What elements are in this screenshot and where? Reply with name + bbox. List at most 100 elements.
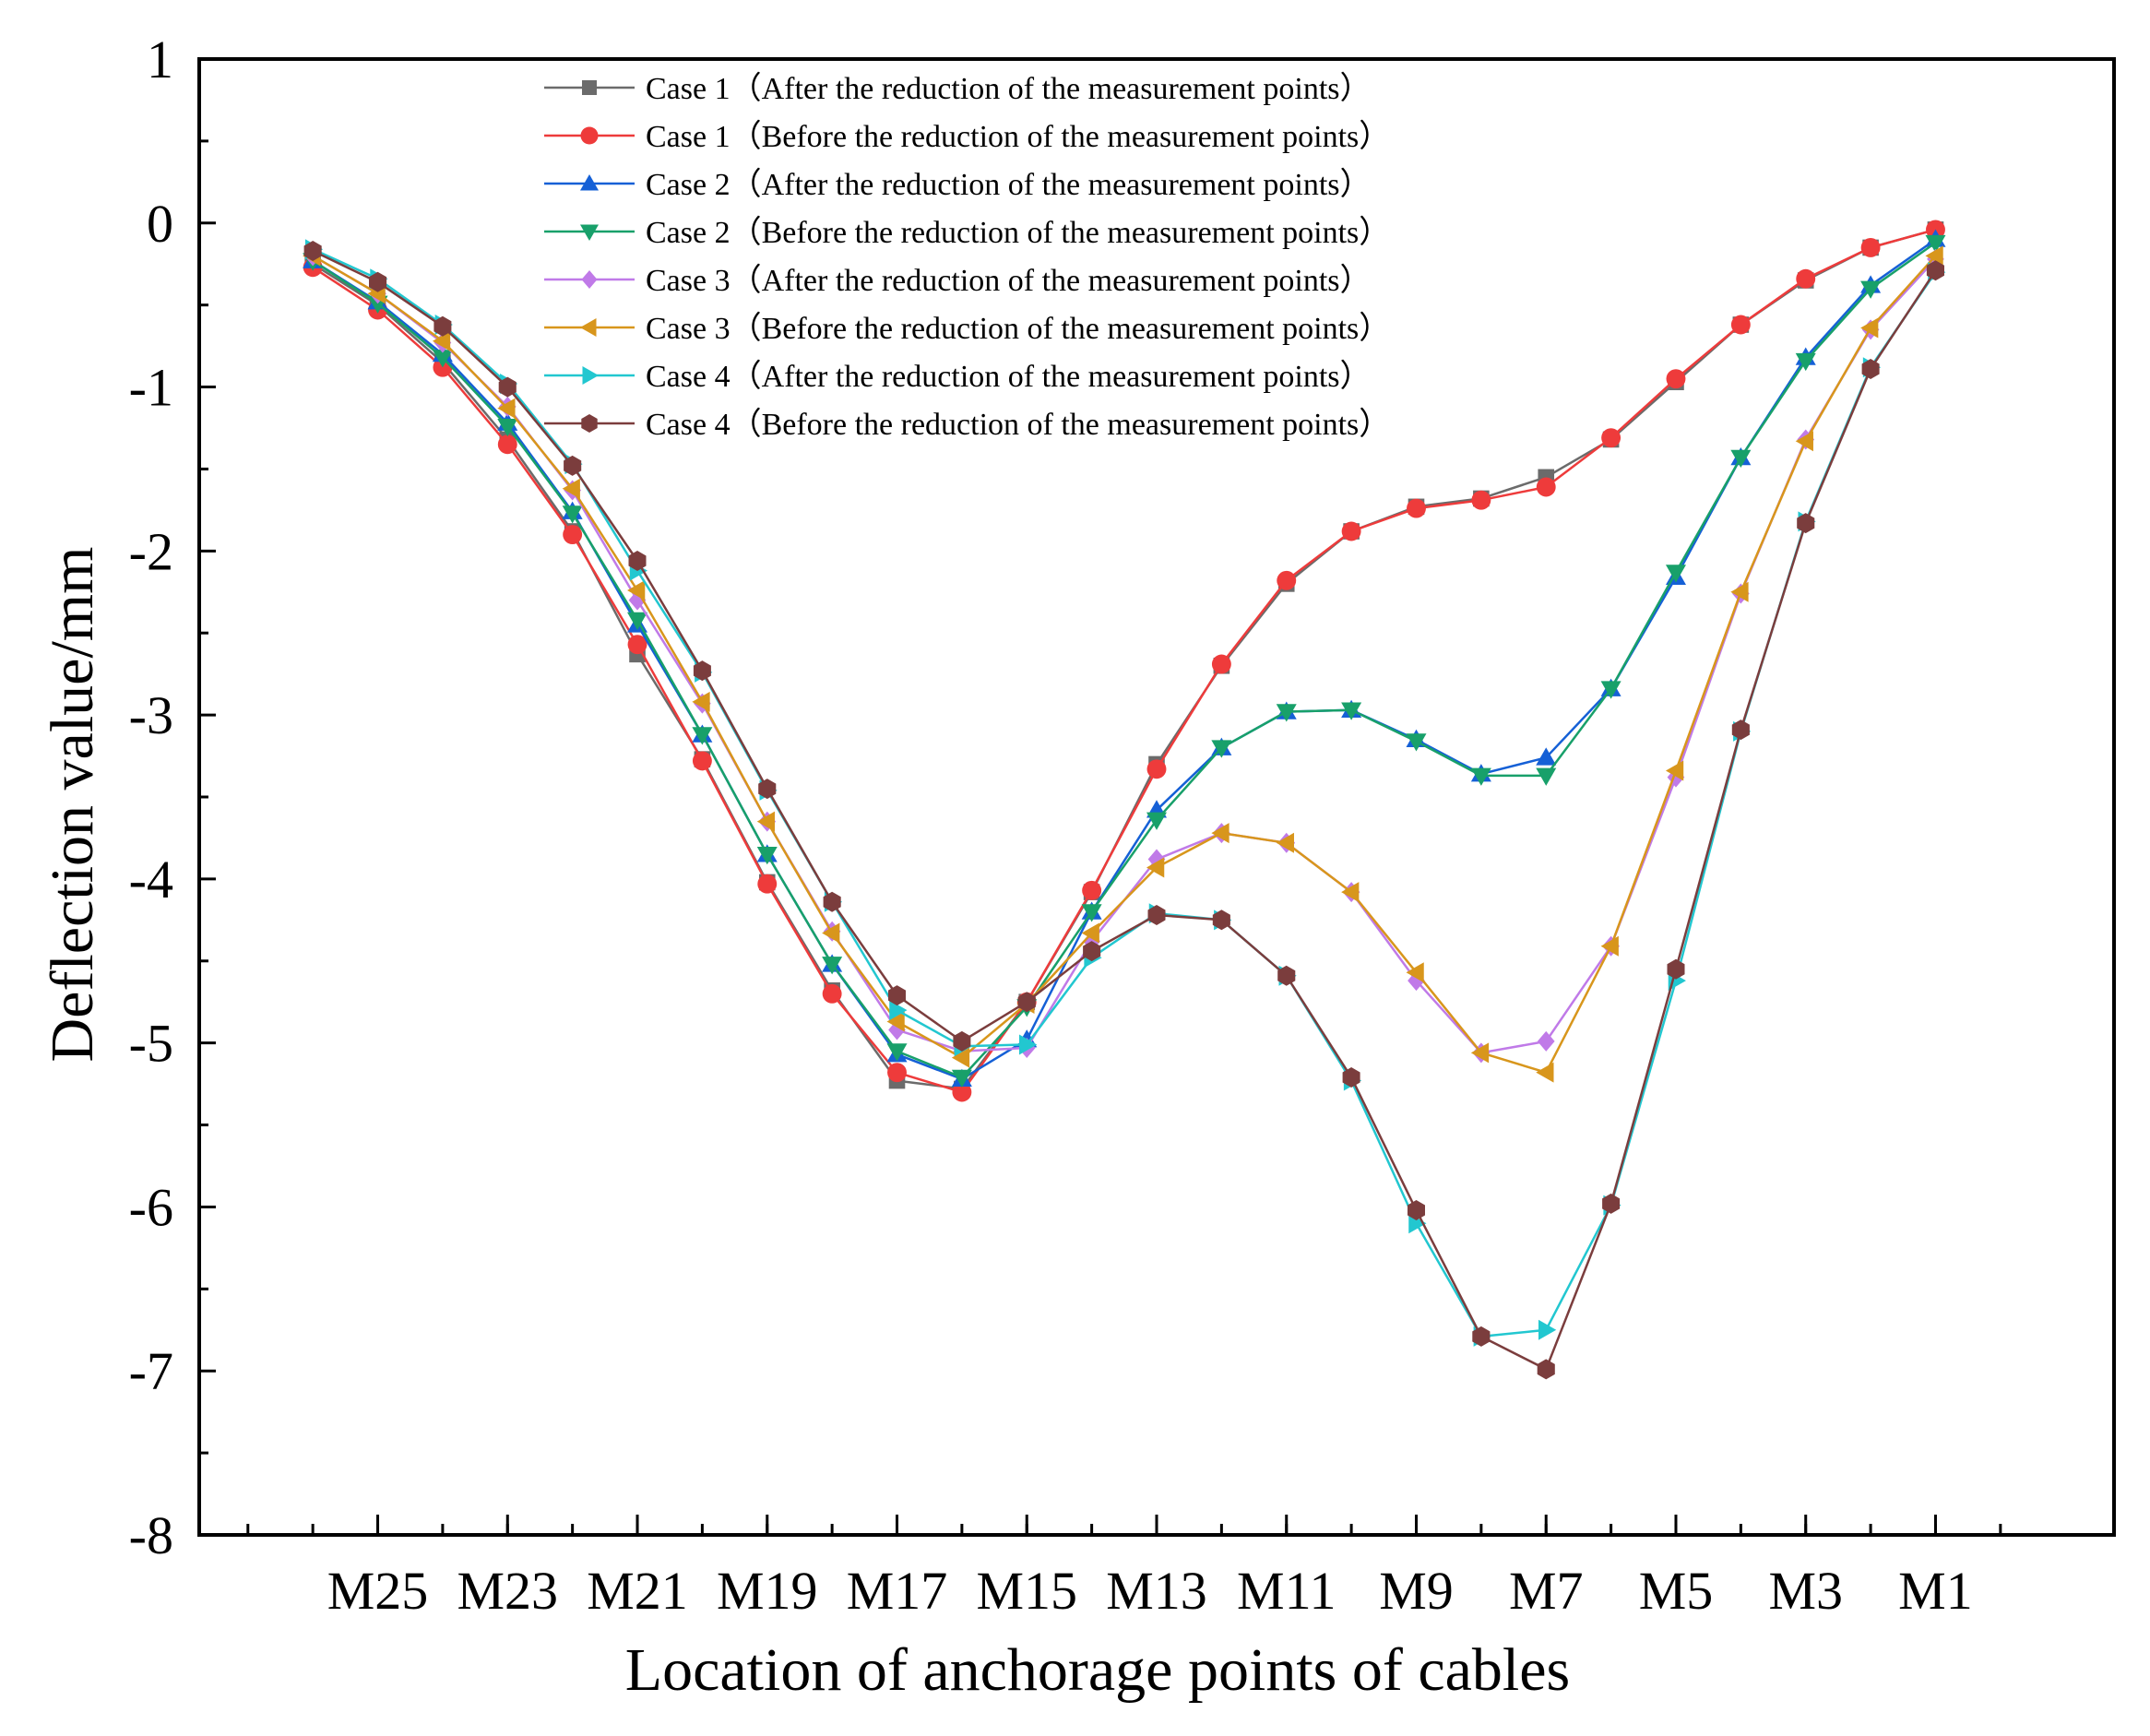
data-point-s4-7 (692, 727, 713, 745)
x-tick-label: M25 (327, 1561, 429, 1621)
data-point-s8-21 (1602, 1193, 1621, 1214)
data-point-s2-18 (1407, 498, 1426, 518)
data-point-s6-22 (1665, 760, 1684, 781)
data-point-s8-22 (1667, 958, 1685, 980)
data-point-s6-19 (1470, 1042, 1490, 1064)
data-point-s8-7 (693, 660, 711, 682)
data-point-s2-10 (887, 1063, 907, 1083)
x-tick-label: M23 (457, 1561, 558, 1621)
data-point-s6-5 (562, 478, 580, 499)
data-point-s8-6 (628, 551, 647, 571)
data-point-s6-26 (1925, 245, 1943, 267)
data-point-s8-17 (1342, 1067, 1360, 1088)
data-point-s4-19 (1470, 767, 1491, 786)
y-tick-label: -4 (129, 850, 173, 910)
data-point-s3-20 (1536, 747, 1557, 766)
data-point-s4-26 (1925, 234, 1946, 254)
data-point-s6-11 (951, 1047, 970, 1068)
x-axis-title: Location of anchorage points of cables (625, 1636, 1570, 1704)
data-point-s8-16 (1277, 965, 1296, 986)
legend-marker (580, 318, 597, 337)
data-point-s8-13 (1083, 941, 1101, 962)
data-point-s2-24 (1796, 268, 1816, 289)
data-point-s4-16 (1276, 704, 1297, 722)
data-point-s7-20 (1538, 1319, 1557, 1340)
series-8 (303, 241, 1944, 1380)
data-point-s8-25 (1861, 359, 1880, 379)
legend-item-5: Case 3（After the reduction of the measur… (544, 263, 1372, 298)
data-point-s4-25 (1860, 280, 1882, 299)
legend-label: Case 2（After the reduction of the measur… (646, 167, 1372, 202)
data-point-s8-3 (434, 315, 452, 337)
series-line-6 (312, 255, 1937, 1074)
y-tick-label: -7 (129, 1341, 173, 1401)
data-point-s2-23 (1730, 315, 1751, 335)
data-point-s2-20 (1536, 477, 1556, 497)
y-tick-label: 0 (147, 194, 173, 254)
data-point-s6-8 (756, 811, 776, 832)
data-point-s2-22 (1666, 369, 1686, 389)
data-point-s6-6 (627, 580, 646, 600)
legend-marker (580, 174, 599, 191)
data-point-s6-9 (822, 922, 840, 944)
legend-label: Case 4（After the reduction of the measur… (646, 359, 1372, 394)
series-line-4 (312, 242, 1937, 1079)
data-point-s2-14 (1146, 759, 1167, 779)
legend-marker (581, 270, 598, 289)
data-point-s4-3 (432, 350, 453, 368)
data-point-s8-11 (953, 1030, 971, 1052)
data-point-s2-11 (952, 1082, 972, 1102)
axis-layer: 1 0 -1 -2 -3 -4 -5 -6 -7 -8 M25 M23 M21 M19 M17 M15 M13 M… (129, 30, 2116, 1621)
data-point-s4-20 (1536, 767, 1557, 786)
x-tick-label: M9 (1379, 1561, 1454, 1621)
y-tick-label: -1 (129, 358, 173, 418)
data-point-s2-15 (1211, 654, 1231, 674)
y-tick-label: -8 (129, 1505, 173, 1565)
data-point-s6-21 (1600, 935, 1619, 957)
x-tick-label: M3 (1768, 1561, 1843, 1621)
data-point-s8-10 (888, 985, 906, 1006)
data-point-s4-6 (627, 612, 648, 630)
data-point-s8-26 (1926, 260, 1944, 281)
data-point-s4-15 (1211, 740, 1232, 758)
data-point-s8-9 (823, 891, 841, 912)
legend-marker (581, 414, 598, 433)
legend-marker (582, 366, 599, 385)
y-tick-label: -6 (129, 1177, 173, 1237)
data-point-s2-8 (757, 874, 778, 894)
data-point-s4-14 (1146, 812, 1167, 830)
data-point-s6-7 (692, 691, 710, 712)
legend-item-3: Case 2（After the reduction of the measur… (544, 167, 1372, 202)
y-tick-label: -2 (129, 521, 173, 581)
data-point-s8-18 (1408, 1200, 1425, 1220)
x-tick-label: M13 (1106, 1561, 1207, 1621)
data-point-s6-10 (886, 1011, 905, 1032)
legend-label: Case 1（Before the reduction of the measu… (646, 119, 1390, 154)
data-point-s8-20 (1537, 1359, 1555, 1380)
x-tick-label: M21 (587, 1561, 688, 1621)
data-point-s2-16 (1277, 570, 1297, 590)
series-line-8 (312, 249, 1937, 1371)
data-point-s4-4 (497, 418, 518, 437)
data-point-s8-5 (564, 455, 582, 476)
data-point-s4-24 (1795, 352, 1816, 372)
legend-item-1: Case 1（After the reduction of the measur… (544, 71, 1372, 106)
data-point-s6-18 (1406, 962, 1424, 983)
legend-item-8: Case 4（Before the reduction of the measu… (544, 407, 1390, 442)
data-point-s6-24 (1795, 431, 1813, 452)
data-point-s5-14 (1147, 849, 1166, 870)
series-layer (303, 220, 1946, 1380)
legend-label: Case 2（Before the reduction of the measu… (646, 215, 1390, 250)
y-tick-label: -3 (129, 685, 173, 745)
data-point-s8-15 (1212, 910, 1230, 931)
data-point-s4-21 (1600, 681, 1621, 699)
data-point-s2-5 (563, 525, 583, 545)
data-point-s6-3 (432, 330, 451, 351)
x-tick-label: M11 (1237, 1561, 1336, 1621)
data-point-s2-19 (1471, 490, 1491, 510)
data-point-s8-8 (758, 779, 777, 800)
x-tick-label: M17 (847, 1561, 948, 1621)
series-6 (303, 245, 1943, 1083)
